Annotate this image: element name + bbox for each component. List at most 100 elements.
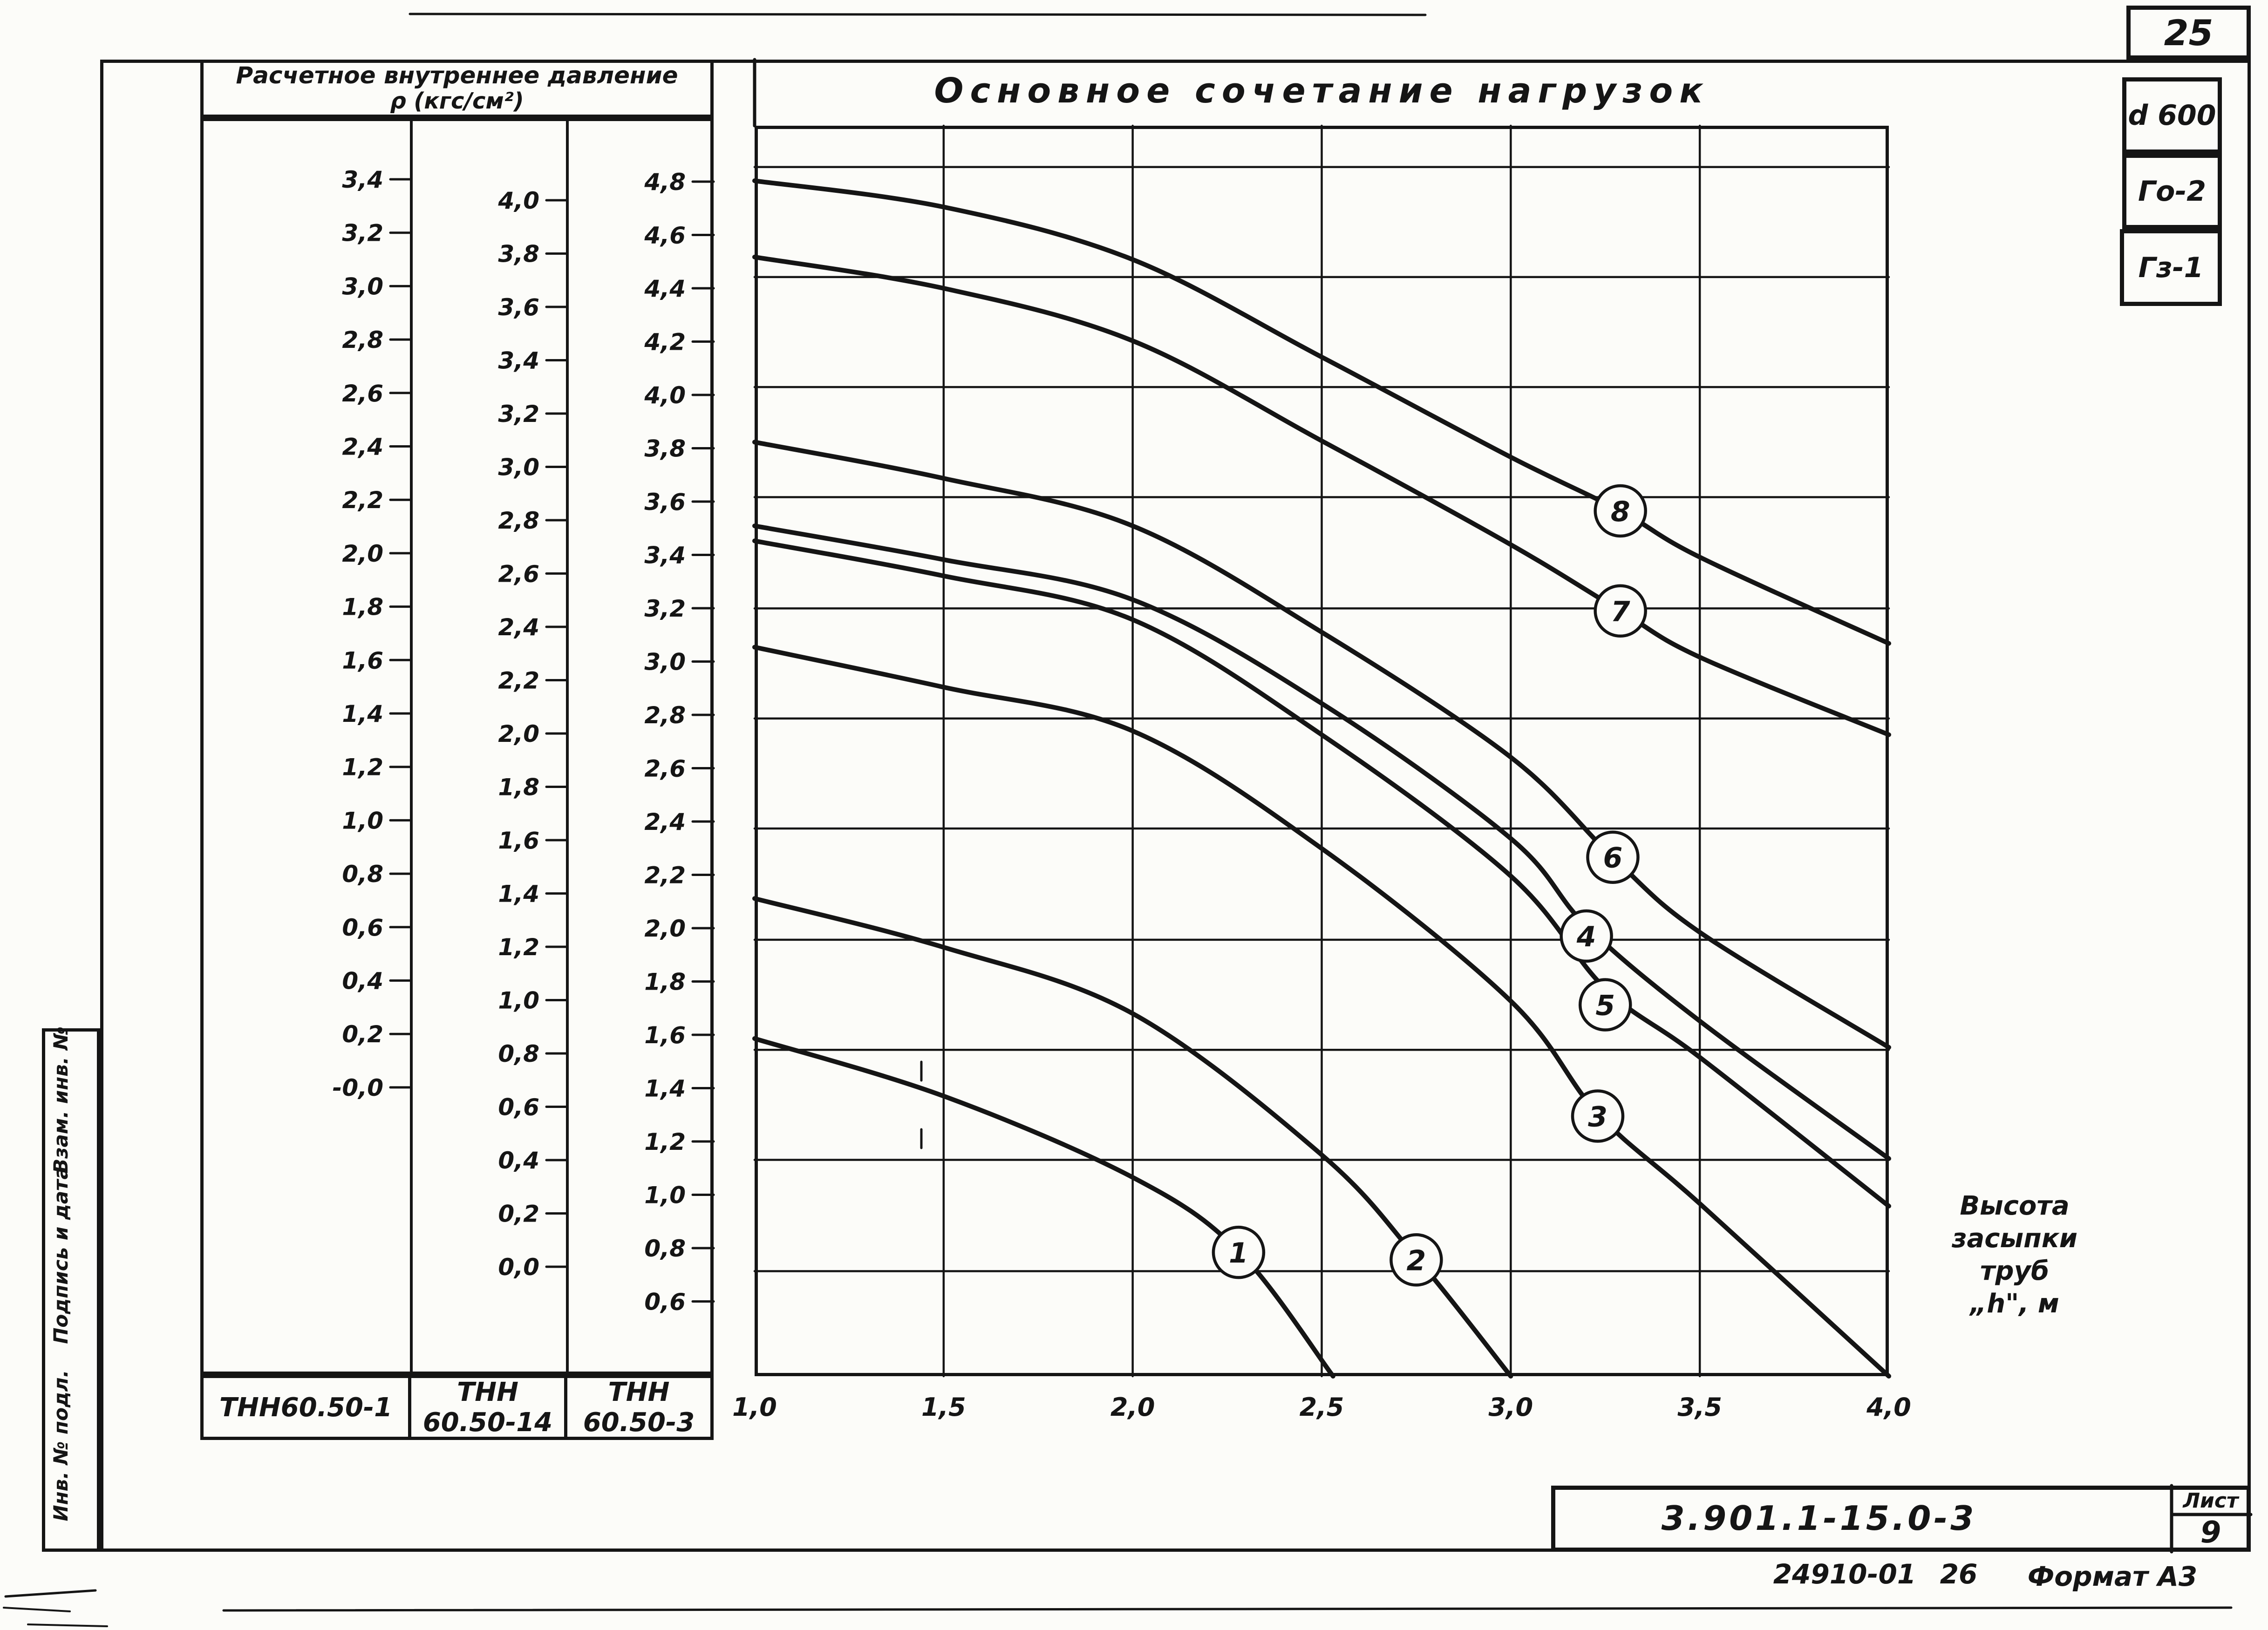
scale1-tick-label: 2,4 — [342, 434, 383, 461]
scale2-tick-label: 0,2 — [498, 1201, 539, 1228]
stamp-row-inv: Инв. № подл. — [49, 1370, 72, 1521]
corner-box-diameter-label: d 600 — [2128, 99, 2216, 132]
scale1-tick-label: 1,0 — [342, 807, 383, 834]
scale3-tick-label: 4,6 — [644, 222, 686, 249]
scale2-tick-label: 0,0 — [498, 1254, 539, 1281]
scan-artifact-top-edge — [409, 13, 1427, 16]
curve-label-number-4: 4 — [1576, 921, 1596, 953]
scale3-tick-label: 2,0 — [644, 915, 686, 942]
scale3-tick-label: 2,6 — [644, 755, 686, 782]
stamp-row-vzam: Взам. инв. № — [49, 1026, 72, 1174]
scale3-tick-label: 4,4 — [644, 275, 686, 302]
nomogram-header-box — [200, 60, 714, 118]
scale3-tick-label: 1,4 — [644, 1075, 686, 1102]
scale2-tick-label: 3,8 — [498, 241, 539, 268]
sheet-word: Лист — [2183, 1488, 2239, 1513]
curve-4 — [752, 523, 1891, 1161]
scan-artifact-squiggle — [4, 1589, 97, 1598]
scale1-tick-label: 0,6 — [342, 914, 383, 941]
scale1-tick-label: 1,4 — [342, 700, 383, 727]
curve-label-circle-7 — [1594, 584, 1647, 638]
x-axis-label-line4: „h", м — [1970, 1289, 2059, 1319]
scale1-tick-label: 2,8 — [342, 326, 383, 353]
curve-1 — [752, 1036, 1335, 1379]
curve-label-circle-8 — [1594, 484, 1647, 538]
x-tick-label: 1,0 — [732, 1392, 777, 1422]
page-number-box: 25 — [2126, 6, 2251, 60]
scale3-footer: ТНН 60.50-3 — [583, 1377, 695, 1438]
doc-number: 3.901.1-15.0-3 — [1661, 1499, 1977, 1538]
scale2-tick-label: 2,4 — [498, 614, 539, 641]
curve-label-number-2: 2 — [1407, 1244, 1426, 1277]
curve-7 — [752, 254, 1891, 737]
scale2-tick-label: 3,2 — [498, 401, 539, 428]
scale1-tick-label: 0,4 — [342, 968, 383, 995]
scale2-tick-label: 4,0 — [497, 187, 539, 214]
scale3-tick-label: 0,6 — [644, 1289, 686, 1316]
scale2-tick-label: 0,4 — [498, 1147, 539, 1174]
chart-plot-box — [755, 126, 1889, 1376]
scale2-tick-label: 1,4 — [498, 881, 539, 908]
scale2-tick-label: 2,2 — [498, 667, 539, 694]
sheet-number-cell: 9 — [2172, 1515, 2250, 1551]
scale2-tick-label: 3,4 — [498, 347, 539, 374]
order-number: 24910-01 — [1773, 1558, 1916, 1590]
sheet-number: 9 — [2200, 1515, 2221, 1550]
x-tick-label: 2,0 — [1110, 1392, 1155, 1422]
curve-8 — [752, 178, 1891, 646]
scale1-tick-label: 3,0 — [342, 273, 383, 300]
scale3-tick-label: 3,0 — [644, 649, 686, 676]
scale3-tick-label: 1,8 — [644, 969, 686, 996]
scale3-tick-label: 4,2 — [644, 329, 686, 356]
doc-number-cell: 3.901.1-15.0-3 — [1574, 1493, 2064, 1544]
nomogram-body-box — [200, 118, 714, 1375]
curve-label-number-1: 1 — [1229, 1237, 1248, 1270]
title-block — [1551, 1486, 2251, 1552]
curve-label-circle-3 — [1571, 1089, 1625, 1143]
curve-label-number-3: 3 — [1588, 1101, 1607, 1134]
scale1-tick-label: 1,6 — [342, 647, 383, 674]
curve-label-number-8: 8 — [1611, 496, 1630, 528]
curve-label-number-5: 5 — [1595, 990, 1615, 1022]
scale2-footer-cell: ТНН 60.50-14 — [408, 1375, 567, 1440]
drawing-frame — [100, 60, 2251, 1552]
stamp-row-podpis: Подпись и дата — [49, 1166, 72, 1344]
curve-3 — [752, 645, 1891, 1379]
scale1-tick-label: 2,6 — [342, 380, 383, 407]
scale1-tick-label: 1,2 — [342, 754, 383, 781]
corner-box-go: Го-2 — [2122, 154, 2222, 229]
scale3-tick-label: 2,4 — [644, 808, 686, 835]
sheet-word-cell: Лист — [2172, 1487, 2250, 1515]
curve-5 — [752, 538, 1891, 1209]
x-tick-label: 4,0 — [1866, 1392, 1911, 1422]
scale3-tick-label: 3,4 — [644, 542, 686, 569]
scale1-tick-label: 2,2 — [342, 487, 383, 514]
scale3-tick-label: 1,2 — [644, 1128, 686, 1155]
scale2-tick-label: 3,6 — [498, 294, 539, 321]
scale2-tick-label: 3,0 — [498, 454, 539, 481]
scale1-tick-label: 3,4 — [342, 166, 383, 193]
nomogram-header-line2: ρ (кгс/см²) — [390, 88, 524, 114]
curve-label-number-6: 6 — [1603, 842, 1623, 875]
scale3-tick-label: 1,6 — [644, 1022, 686, 1049]
scale1-tick-label: 1,8 — [342, 594, 383, 621]
x-tick-label: 3,0 — [1488, 1392, 1533, 1422]
curve-label-circle-1 — [1212, 1225, 1266, 1279]
scale2-tick-label: 0,8 — [498, 1040, 539, 1067]
scan-artifact-squiggle — [3, 1607, 71, 1612]
curve-label-circle-4 — [1560, 909, 1613, 963]
scale1-tick-label: 2,0 — [342, 540, 383, 567]
scale3-footer-cell: ТНН 60.50-3 — [564, 1375, 714, 1440]
scale2-tick-label: 1,6 — [498, 827, 539, 854]
stamp-column — [42, 1028, 100, 1552]
scale1-footer: ТНН60.50-1 — [219, 1392, 393, 1423]
corner-box-go-label: Го-2 — [2138, 175, 2207, 208]
scale3-tick-label: 4,8 — [644, 169, 686, 196]
scale2-tick-label: 2,8 — [498, 507, 539, 534]
curve-label-circle-2 — [1389, 1233, 1443, 1287]
x-tick-label: 3,5 — [1677, 1392, 1722, 1422]
page-number: 25 — [2164, 12, 2214, 54]
scale1-footer-cell: ТНН60.50-1 — [200, 1375, 411, 1440]
